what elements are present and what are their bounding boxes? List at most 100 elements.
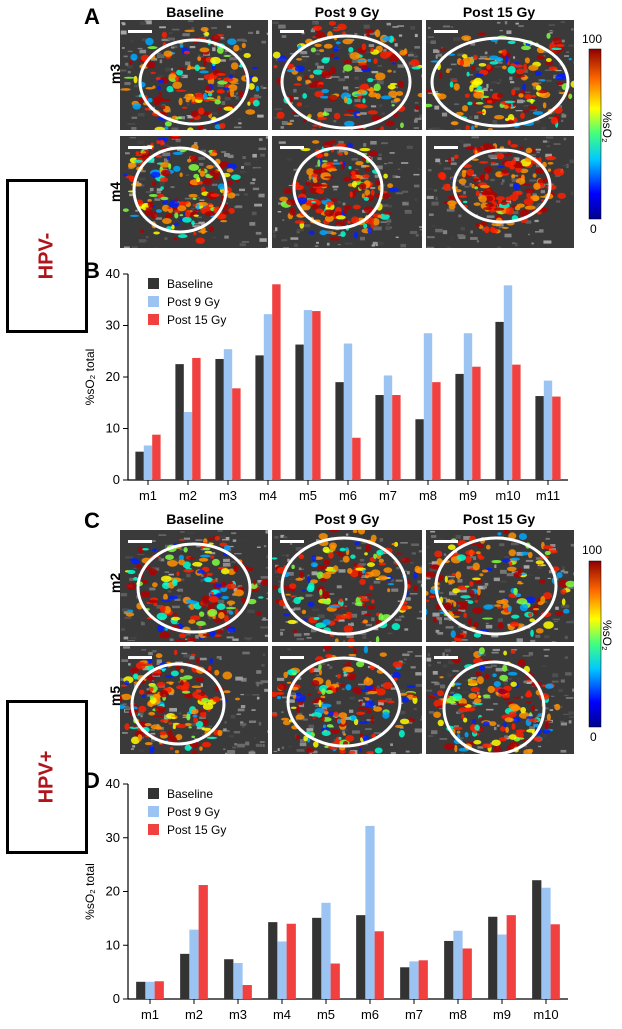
- col-title-baseline-c: Baseline: [120, 511, 270, 527]
- bar-post-15-gy-m5: [312, 311, 320, 480]
- scale-bar: [280, 30, 304, 33]
- bar-post-9-gy-m4: [277, 941, 286, 999]
- legend-swatch: [148, 314, 159, 325]
- bar-post-9-gy-m9: [497, 935, 506, 1000]
- bar-baseline-m3: [224, 959, 233, 999]
- col-title-post9-c: Post 9 Gy: [272, 511, 422, 527]
- scale-bar: [434, 540, 458, 543]
- bar-post-15-gy-m6: [375, 931, 384, 999]
- bar-post-9-gy-m2: [184, 412, 192, 480]
- x-tick-label: m3: [229, 1007, 247, 1022]
- bar-baseline-m4: [268, 922, 277, 999]
- bar-baseline-m9: [488, 917, 497, 999]
- legend-swatch: [148, 278, 159, 289]
- bar-post-15-gy-m10: [551, 924, 560, 999]
- x-tick-label: m1: [141, 1007, 159, 1022]
- bar-post-9-gy-m8: [453, 931, 462, 999]
- bar-post-9-gy-m6: [365, 826, 374, 999]
- scale-bar: [128, 540, 152, 543]
- x-tick-label: m5: [317, 1007, 335, 1022]
- scale-bar: [434, 30, 458, 33]
- scale-bar: [128, 30, 152, 33]
- bar-post-9-gy-m8: [424, 333, 432, 480]
- bar-post-15-gy-m9: [472, 367, 480, 480]
- legend-label: Post 15 Gy: [167, 823, 226, 837]
- y-axis-label: %sO₂ total: [83, 349, 97, 406]
- bar-baseline-m1: [135, 452, 143, 480]
- scale-bar: [280, 656, 304, 659]
- col-title-post15-c: Post 15 Gy: [424, 511, 574, 527]
- y-axis-label: %sO₂ total: [83, 863, 97, 920]
- scale-bar: [434, 146, 458, 149]
- pa-image-tile: [120, 20, 268, 130]
- y-tick-label: 30: [106, 318, 120, 333]
- y-tick-label: 40: [106, 776, 120, 791]
- bar-post-15-gy-m5: [331, 964, 340, 999]
- x-tick-label: m5: [299, 488, 317, 503]
- bar-post-15-gy-m10: [512, 365, 520, 480]
- group-label-hpv-positive: HPV+: [36, 751, 59, 804]
- pa-image-tile: [426, 646, 574, 754]
- bar-post-15-gy-m6: [352, 438, 360, 480]
- bar-post-15-gy-m4: [287, 924, 296, 999]
- bar-post-9-gy-m9: [464, 333, 472, 480]
- x-tick-label: m1: [139, 488, 157, 503]
- pa-image-tile: [426, 20, 574, 130]
- bar-post-9-gy-m1: [144, 445, 152, 480]
- bar-post-9-gy-m7: [384, 375, 392, 480]
- bar-post-15-gy-m1: [152, 435, 160, 480]
- x-tick-label: m2: [185, 1007, 203, 1022]
- bar-baseline-m4: [255, 355, 263, 480]
- colorbar-c-label: %sO₂: [600, 620, 614, 651]
- pa-image-tile: [272, 136, 422, 248]
- y-tick-label: 30: [106, 830, 120, 845]
- bar-baseline-m3: [215, 359, 223, 480]
- colorbar-c-max: 100: [582, 543, 602, 557]
- bar-baseline-m5: [312, 918, 321, 999]
- bar-post-9-gy-m3: [224, 349, 232, 480]
- bar-baseline-m11: [535, 396, 543, 480]
- legend-swatch: [148, 824, 159, 835]
- bar-baseline-m1: [136, 982, 145, 999]
- bar-post-9-gy-m2: [189, 930, 198, 999]
- pa-image-tile: [120, 646, 268, 754]
- col-title-post9-a: Post 9 Gy: [272, 4, 422, 20]
- x-tick-label: m4: [273, 1007, 291, 1022]
- bar-baseline-m8: [444, 941, 453, 999]
- scale-bar: [434, 656, 458, 659]
- x-tick-label: m3: [219, 488, 237, 503]
- x-tick-label: m7: [379, 488, 397, 503]
- bar-baseline-m8: [415, 419, 423, 480]
- bar-post-9-gy-m6: [344, 344, 352, 480]
- scale-bar: [280, 540, 304, 543]
- bar-post-15-gy-m9: [507, 915, 516, 999]
- group-label-hpv-negative: HPV-: [36, 233, 59, 280]
- bar-baseline-m7: [375, 395, 383, 480]
- legend-label: Post 9 Gy: [167, 805, 220, 819]
- bar-baseline-m10: [495, 322, 503, 480]
- colorbar-a-label: %sO₂: [600, 112, 614, 143]
- bar-post-15-gy-m7: [392, 395, 400, 480]
- bar-post-9-gy-m11: [544, 381, 552, 480]
- bar-post-9-gy-m4: [264, 314, 272, 480]
- legend-label: Baseline: [167, 787, 213, 801]
- legend-swatch: [148, 296, 159, 307]
- scale-bar: [128, 146, 152, 149]
- x-tick-label: m7: [405, 1007, 423, 1022]
- bar-baseline-m2: [180, 954, 189, 999]
- bar-baseline-m2: [175, 364, 183, 480]
- y-tick-label: 10: [106, 421, 120, 436]
- x-tick-label: m11: [536, 488, 560, 503]
- col-title-baseline-a: Baseline: [120, 4, 270, 20]
- bar-post-15-gy-m1: [155, 981, 164, 999]
- panel-letter-a: A: [84, 4, 100, 30]
- x-tick-label: m6: [361, 1007, 379, 1022]
- x-tick-label: m4: [259, 488, 277, 503]
- colorbar-c-min: 0: [590, 730, 597, 744]
- y-tick-label: 20: [106, 369, 120, 384]
- x-tick-label: m9: [493, 1007, 511, 1022]
- y-tick-label: 0: [113, 472, 120, 487]
- x-tick-label: m6: [339, 488, 357, 503]
- pa-image-tile: [426, 530, 574, 642]
